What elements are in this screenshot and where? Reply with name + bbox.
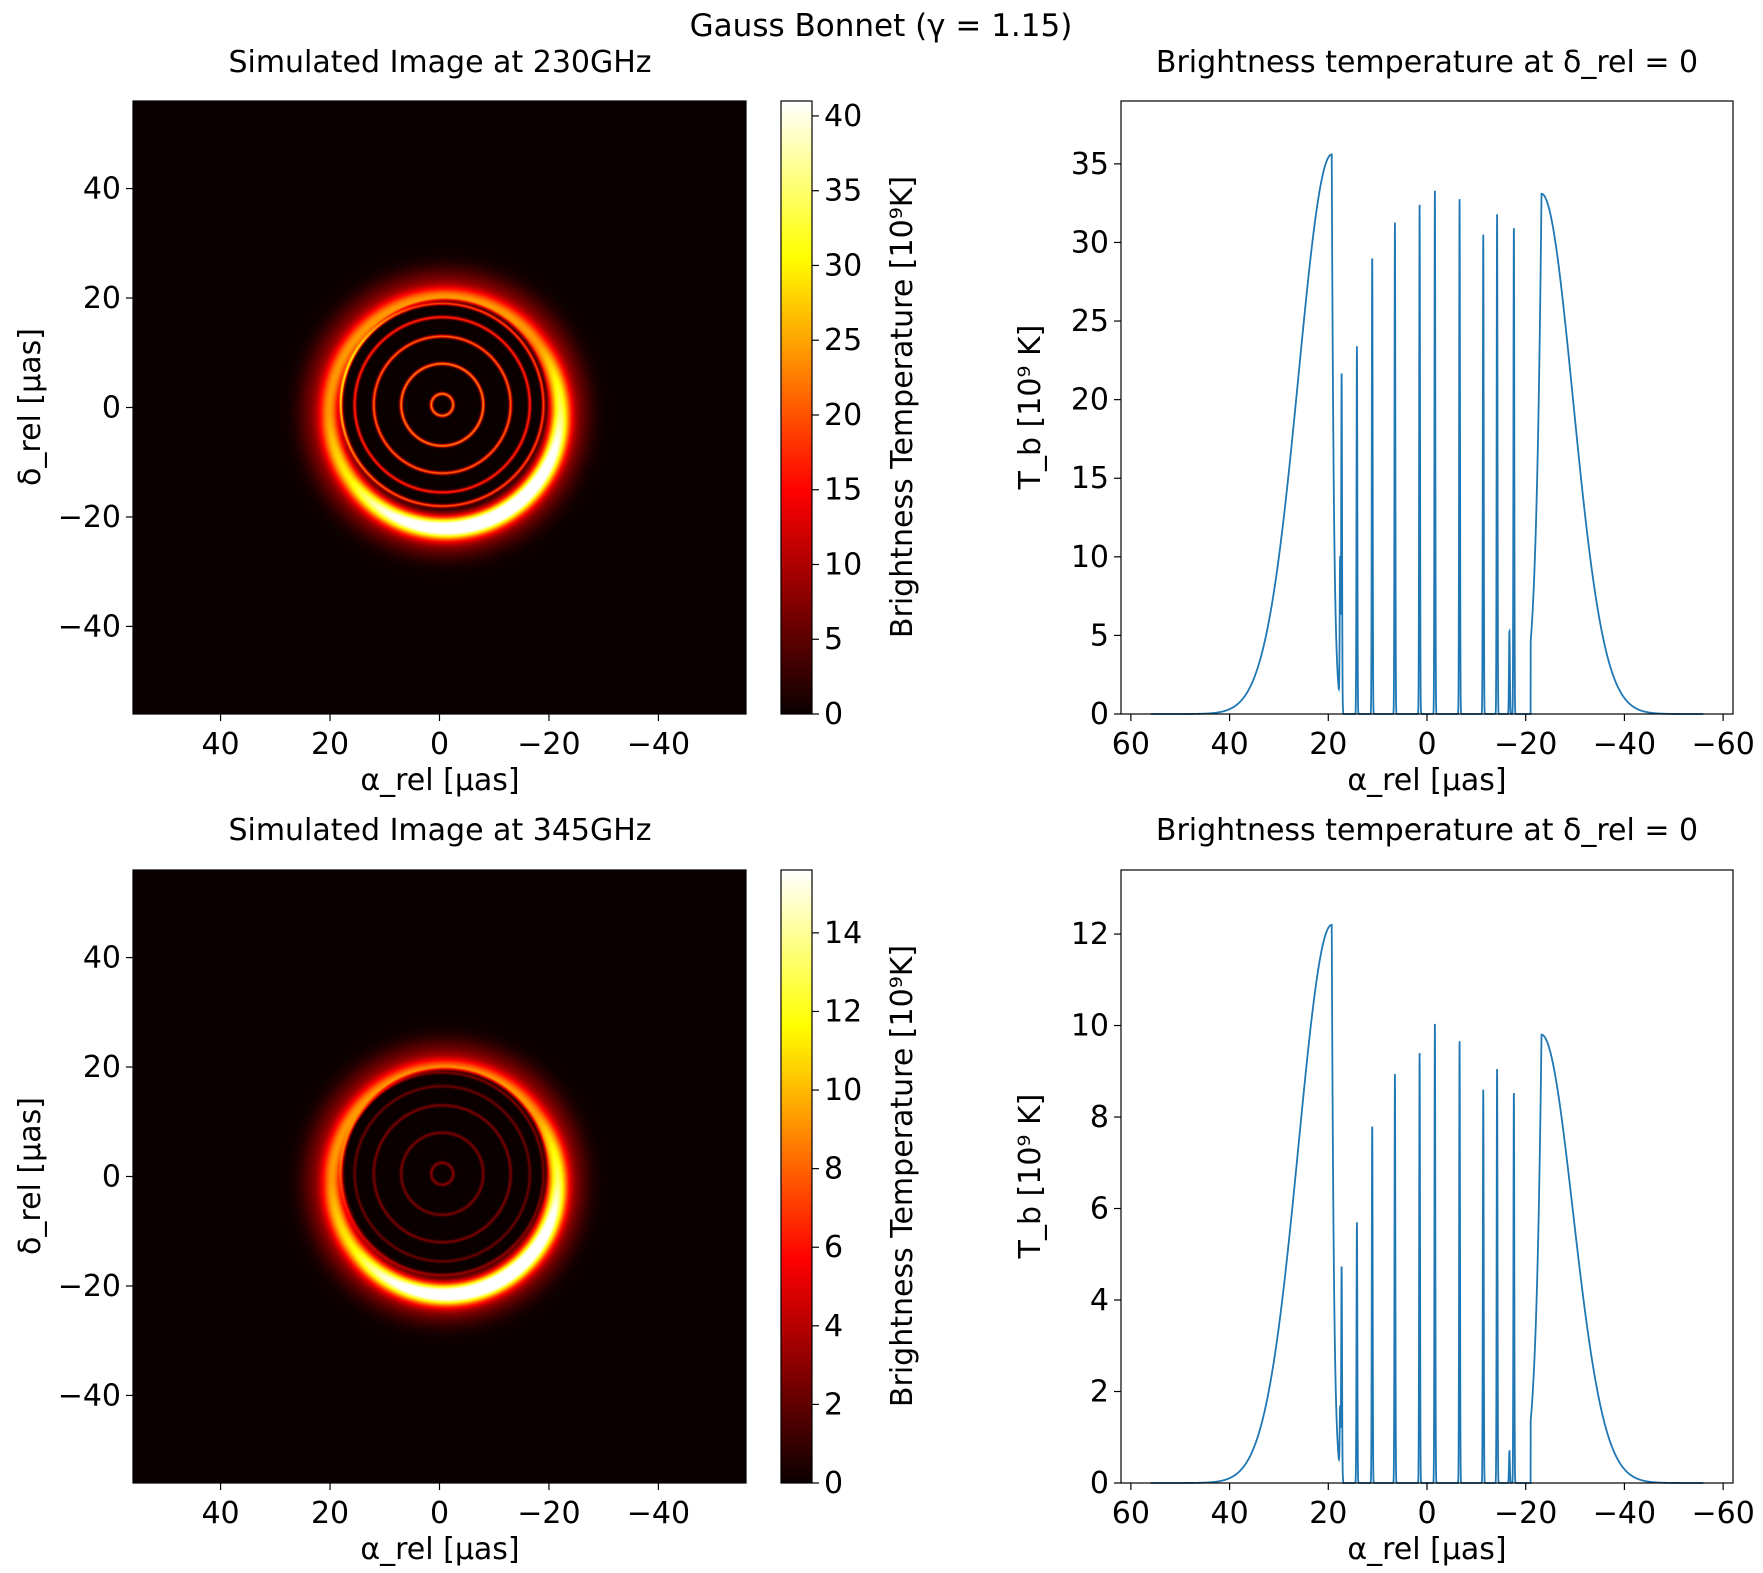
heatmap-title-230ghz: Simulated Image at 230GHz xyxy=(228,45,651,80)
colorbar-230ghz xyxy=(781,101,812,714)
line-frame xyxy=(1120,100,1734,715)
line-panel-230ghz: Brightness temperature at δ_rel = 0 60 40… xyxy=(1013,45,1755,798)
heatmap-image-230ghz xyxy=(133,101,746,714)
line-xlabel-230ghz: α_rel [μas] xyxy=(1347,763,1506,798)
colorbar-tick-label: 40 xyxy=(824,99,862,134)
x-tick-label: 60 xyxy=(1112,1496,1150,1531)
y-tick-label: 15 xyxy=(1071,461,1109,496)
x-tick-label: 0 xyxy=(1417,1496,1436,1531)
x-tick-label: −20 xyxy=(1494,1496,1557,1531)
colorbar-label-345ghz: Brightness Temperature [10⁹K] xyxy=(885,945,920,1407)
x-tick-label: 40 xyxy=(1210,1496,1248,1531)
colorbar-tick-label: 35 xyxy=(824,174,862,209)
colorbar-tick-label: 15 xyxy=(824,473,862,508)
profile-line xyxy=(1150,153,1704,715)
colorbar-tick-label: 10 xyxy=(824,547,862,582)
line-frame xyxy=(1120,869,1734,1484)
x-tick-label: 20 xyxy=(311,727,349,762)
y-tick-label: 5 xyxy=(1090,618,1109,653)
colorbar-tick-label: 12 xyxy=(824,994,862,1029)
y-tick-label: 10 xyxy=(1071,1009,1109,1044)
y-tick-label: 20 xyxy=(83,281,121,316)
profile-line xyxy=(1150,924,1704,1484)
y-tick-label: 2 xyxy=(1090,1375,1109,1410)
y-tick-label: −20 xyxy=(58,1269,121,1304)
heatmap-ylabel-345ghz: δ_rel [μas] xyxy=(13,1097,48,1255)
line-title-345ghz: Brightness temperature at δ_rel = 0 xyxy=(1156,813,1698,848)
x-tick-label: 0 xyxy=(430,1496,449,1531)
x-tick-label: −20 xyxy=(517,727,580,762)
y-tick-label: 0 xyxy=(102,391,121,426)
colorbar-tick-label: 6 xyxy=(824,1230,843,1265)
x-tick-label: −40 xyxy=(627,1496,690,1531)
y-tick-label: 25 xyxy=(1071,304,1109,339)
x-tick-label: −20 xyxy=(1494,727,1557,762)
y-tick-label: 35 xyxy=(1071,147,1109,182)
heatmap-xlabel-345ghz: α_rel [μas] xyxy=(360,1532,519,1567)
x-tick-label: −40 xyxy=(1593,727,1656,762)
figure-suptitle: Gauss Bonnet (γ = 1.15) xyxy=(690,8,1073,44)
heatmap-ylabel-230ghz: δ_rel [μas] xyxy=(13,328,48,486)
colorbar-tick-label: 25 xyxy=(824,323,862,358)
x-tick-label: −40 xyxy=(1593,1496,1656,1531)
colorbar-tick-label: 30 xyxy=(824,248,862,283)
x-tick-label: 20 xyxy=(1309,1496,1347,1531)
x-tick-label: −20 xyxy=(517,1496,580,1531)
heatmap-panel-230ghz: Simulated Image at 230GHz 40 20 0 −20 −40 −40… xyxy=(13,45,920,798)
heatmap-image-345ghz xyxy=(133,870,746,1483)
x-tick-label: 0 xyxy=(430,727,449,762)
x-tick-label: 20 xyxy=(311,1496,349,1531)
y-tick-label: 4 xyxy=(1090,1283,1109,1318)
x-tick-label: 40 xyxy=(1210,727,1248,762)
y-tick-label: 20 xyxy=(83,1050,121,1085)
colorbar-tick-label: 5 xyxy=(824,622,843,657)
colorbar-tick-label: 4 xyxy=(824,1309,843,1344)
y-tick-label: 20 xyxy=(1071,383,1109,418)
y-tick-label: 40 xyxy=(83,172,121,207)
y-tick-label: 12 xyxy=(1071,917,1109,952)
y-tick-label: 30 xyxy=(1071,225,1109,260)
colorbar-tick-label: 0 xyxy=(824,697,843,732)
colorbar-tick-label: 14 xyxy=(824,916,862,951)
colorbar-345ghz xyxy=(781,870,812,1483)
y-tick-label: −40 xyxy=(58,1378,121,1413)
x-tick-label: −60 xyxy=(1691,1496,1754,1531)
line-title-230ghz: Brightness temperature at δ_rel = 0 xyxy=(1156,45,1698,80)
colorbar-tick-label: 8 xyxy=(824,1152,843,1187)
y-tick-label: 8 xyxy=(1090,1100,1109,1135)
y-tick-label: 6 xyxy=(1090,1192,1109,1227)
heatmap-title-345ghz: Simulated Image at 345GHz xyxy=(228,813,651,848)
x-tick-label: 20 xyxy=(1309,727,1347,762)
y-tick-label: −40 xyxy=(58,609,121,644)
line-xlabel-345ghz: α_rel [μas] xyxy=(1347,1532,1506,1567)
y-tick-label: 10 xyxy=(1071,540,1109,575)
x-tick-label: 60 xyxy=(1112,727,1150,762)
y-tick-label: −20 xyxy=(58,500,121,535)
line-panel-345ghz: Brightness temperature at δ_rel = 0 60 40… xyxy=(1013,813,1755,1567)
colorbar-label-230ghz: Brightness Temperature [10⁹K] xyxy=(885,176,920,638)
colorbar-tick-label: 2 xyxy=(824,1387,843,1422)
line-ylabel-230ghz: T_b [10⁹ K] xyxy=(1013,325,1048,491)
x-tick-label: 40 xyxy=(201,1496,239,1531)
x-tick-label: −40 xyxy=(627,727,690,762)
y-tick-label: 0 xyxy=(1090,1466,1109,1501)
y-tick-label: 0 xyxy=(1090,697,1109,732)
y-tick-label: 0 xyxy=(102,1160,121,1195)
x-tick-label: −60 xyxy=(1691,727,1754,762)
y-tick-label: 40 xyxy=(83,941,121,976)
x-tick-label: 0 xyxy=(1417,727,1436,762)
colorbar-tick-label: 0 xyxy=(824,1466,843,1501)
colorbar-tick-label: 10 xyxy=(824,1073,862,1108)
colorbar-tick-label: 20 xyxy=(824,398,862,433)
colorbar-frame xyxy=(780,869,813,1484)
colorbar-frame xyxy=(780,100,813,715)
heatmap-xlabel-230ghz: α_rel [μas] xyxy=(360,763,519,798)
x-tick-label: 40 xyxy=(201,727,239,762)
line-ylabel-345ghz: T_b [10⁹ K] xyxy=(1013,1094,1048,1260)
heatmap-panel-345ghz: Simulated Image at 345GHz 40 20 0 −20 −40−40… xyxy=(13,813,920,1567)
